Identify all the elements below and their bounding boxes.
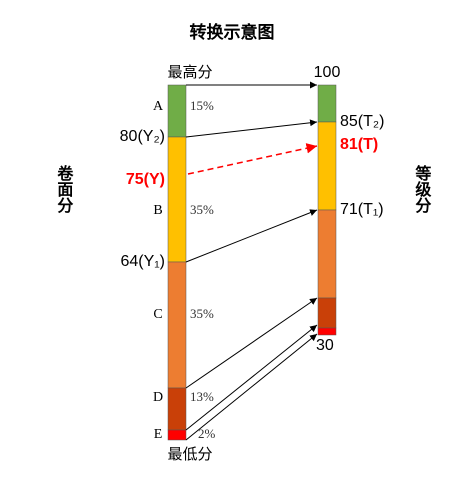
segment-a (167, 84, 187, 138)
score: 81(T) (340, 136, 378, 153)
arrow (185, 209, 318, 263)
grade: A (153, 99, 164, 114)
percent: 2% (198, 426, 216, 441)
arrow (185, 297, 318, 389)
segment-a (317, 84, 337, 123)
score: 71(T₁) (340, 201, 384, 218)
grade: C (153, 307, 162, 322)
segment-d (317, 297, 337, 329)
segment-b (167, 136, 187, 263)
arrows (185, 81, 318, 441)
percent: 35% (190, 306, 214, 321)
top-label: 最高分 (167, 64, 212, 81)
segment-e (167, 429, 187, 441)
segment-c (167, 261, 187, 389)
percent: 13% (190, 389, 214, 404)
bottom-label: 最低分 (167, 446, 212, 463)
arrow-dashed (187, 143, 318, 175)
right-axis-label: 等级分 (412, 164, 432, 214)
segment-e (317, 327, 337, 336)
score: 30 (316, 337, 334, 354)
score: 85(T₂) (340, 113, 384, 130)
left-axis-label: 卷面分 (54, 164, 74, 214)
segment-b (317, 121, 337, 211)
score: 100 (314, 64, 341, 81)
title: 转换示意图 (190, 22, 275, 42)
percent: 35% (190, 202, 214, 217)
right-bar (317, 84, 337, 336)
segment-d (167, 387, 187, 431)
score: 75(Y) (126, 171, 165, 188)
score: 64(Y₁) (120, 253, 165, 270)
left-bar (167, 84, 187, 441)
arrow (185, 333, 318, 441)
percent: 15% (190, 98, 214, 113)
arrow (185, 324, 318, 431)
grade: E (154, 427, 163, 442)
score: 80(Y₂) (120, 128, 165, 145)
arrow (185, 119, 318, 138)
grade: B (153, 203, 162, 218)
segment-c (317, 209, 337, 299)
grade: D (153, 390, 163, 405)
